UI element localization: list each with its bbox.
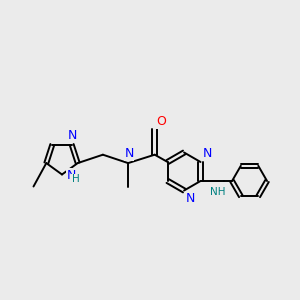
Text: NH: NH (210, 187, 225, 197)
Text: N: N (186, 193, 196, 206)
Text: N: N (124, 147, 134, 160)
Text: N: N (68, 129, 77, 142)
Text: O: O (157, 116, 166, 128)
Text: H: H (72, 175, 80, 184)
Text: N: N (67, 169, 76, 182)
Text: N: N (202, 147, 212, 160)
